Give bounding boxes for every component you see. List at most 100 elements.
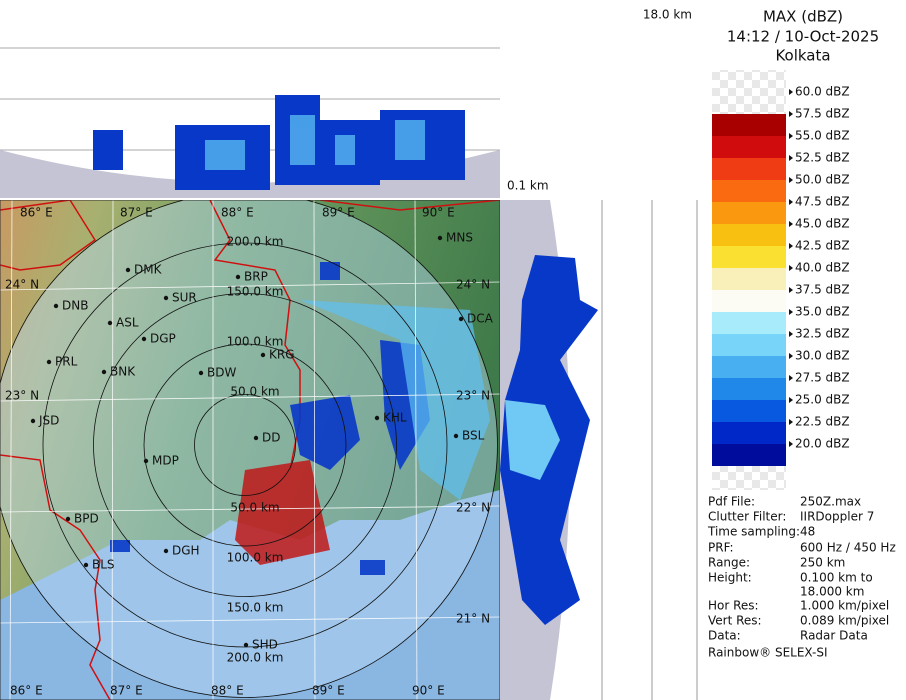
side-section-panel: 0.1 km	[500, 179, 700, 700]
legend-tick	[789, 177, 793, 183]
city-label: DCA	[467, 312, 494, 326]
latitude-label: 24° N	[5, 278, 39, 292]
legend-tick	[789, 419, 793, 425]
info-label: PRF:	[708, 541, 734, 555]
info-value: 18.000 km	[800, 585, 864, 599]
info-value: IIRDoppler 7	[800, 510, 874, 524]
legend-label: 35.0 dBZ	[795, 305, 850, 319]
longitude-label: 90° E	[412, 684, 445, 698]
legend-tick	[789, 353, 793, 359]
legend-tick	[789, 441, 793, 447]
info-label: Clutter Filter:	[708, 510, 786, 524]
legend-label: 45.0 dBZ	[795, 217, 850, 231]
legend-label: 47.5 dBZ	[795, 195, 850, 209]
city-label: DD	[262, 431, 280, 445]
info-value: 250 km	[800, 556, 845, 570]
range-ring	[93, 293, 397, 597]
legend-label: 20.0 dBZ	[795, 437, 850, 451]
info-label: Range:	[708, 556, 750, 570]
radar-map: 86° E 86° E 87° E 87° E 88° E 88° E 89° E 89° E…	[0, 200, 500, 700]
legend-label: 55.0 dBZ	[795, 129, 850, 143]
city-marker	[83, 562, 89, 568]
longitude-label: 87° E	[120, 206, 153, 220]
info-value: Radar Data	[800, 629, 868, 643]
legend-swatch	[712, 422, 786, 444]
latitude-label: 23° N	[5, 389, 39, 403]
legend-swatch	[712, 224, 786, 246]
range-label: 200.0 km	[227, 651, 284, 665]
city-marker	[458, 316, 464, 322]
legend-label: 27.5 dBZ	[795, 371, 850, 385]
info-value: 0.089 km/pixel	[800, 614, 889, 628]
legend-label: 57.5 dBZ	[795, 107, 850, 121]
city-label: BLS	[92, 558, 115, 572]
legend-swatch	[712, 334, 786, 356]
legend-tick	[789, 155, 793, 161]
legend-swatch	[712, 246, 786, 268]
city-marker	[260, 352, 266, 358]
legend-swatch	[712, 444, 786, 466]
legend-label: 50.0 dBZ	[795, 173, 850, 187]
longitude-label: 87° E	[110, 684, 143, 698]
city-marker	[107, 320, 113, 326]
city-marker	[30, 418, 36, 424]
legend-label: 37.5 dBZ	[795, 283, 850, 297]
legend-swatch	[712, 400, 786, 422]
product-title: MAX (dBZ)	[763, 8, 843, 26]
info-label: Data:	[708, 629, 741, 643]
legend-tick	[789, 221, 793, 227]
info-value: 1.000 km/pixel	[800, 599, 889, 613]
city-label: MNS	[446, 231, 473, 245]
info-value: 0.100 km to	[800, 571, 873, 585]
range-ring	[0, 200, 498, 698]
legend-swatch	[712, 180, 786, 202]
city-marker	[125, 267, 131, 273]
info-label: Pdf File:	[708, 495, 755, 509]
footer: Rainbow® SELEX-SI	[708, 646, 828, 660]
city-label: MDP	[152, 454, 179, 468]
latitude-label: 21° N	[456, 612, 490, 626]
latitude-label: 22° N	[456, 501, 490, 515]
top-section-panel: 18.0 km	[0, 0, 692, 198]
latitude-label: 24° N	[456, 278, 490, 292]
city-marker	[374, 415, 380, 421]
range-label: 150.0 km	[227, 601, 284, 615]
range-label: 100.0 km	[227, 335, 284, 349]
range-label: 100.0 km	[227, 551, 284, 565]
info-label: Vert Res:	[708, 614, 762, 628]
info-panel: MAX (dBZ) 14:12 / 10-Oct-2025 Kolkata 60…	[700, 0, 906, 700]
legend-swatch	[712, 136, 786, 158]
info-label: Height:	[708, 571, 752, 585]
city-marker	[65, 516, 71, 522]
legend-label: 30.0 dBZ	[795, 349, 850, 363]
legend-tick	[789, 133, 793, 139]
city-label: KHL	[383, 411, 407, 425]
city-label: BNK	[110, 365, 136, 379]
legend-tick	[789, 111, 793, 117]
city-label: DNB	[62, 299, 88, 313]
height-top-label: 18.0 km	[643, 8, 692, 22]
range-ring	[42, 242, 448, 648]
city-label: KRG	[269, 348, 295, 362]
legend-swatch	[712, 356, 786, 378]
legend-label: 52.5 dBZ	[795, 151, 850, 165]
longitude-label: 88° E	[221, 206, 254, 220]
legend-swatch	[712, 378, 786, 400]
info-value: 48	[800, 525, 815, 539]
legend-tick	[789, 199, 793, 205]
longitude-label: 88° E	[211, 684, 244, 698]
city-label: BDW	[207, 366, 236, 380]
city-label: BRP	[244, 270, 268, 284]
legend-label: 25.0 dBZ	[795, 393, 850, 407]
legend-label: 22.5 dBZ	[795, 415, 850, 429]
timestamp: 14:12 / 10-Oct-2025	[727, 28, 879, 46]
legend-swatch	[712, 290, 786, 312]
city-marker	[437, 235, 443, 241]
latitude-label: 23° N	[456, 389, 490, 403]
city-label: DMK	[134, 263, 163, 277]
city-marker	[453, 433, 459, 439]
legend-swatch	[712, 114, 786, 136]
legend-tick	[789, 375, 793, 381]
range-label: 150.0 km	[227, 285, 284, 299]
